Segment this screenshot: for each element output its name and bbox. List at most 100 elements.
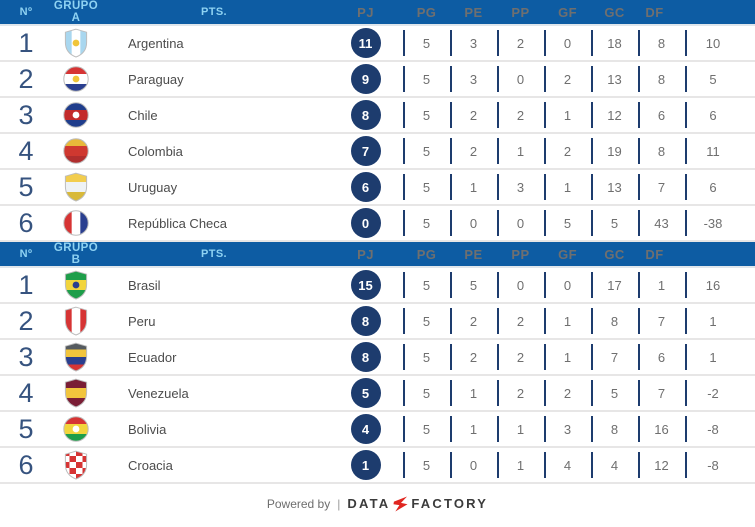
- stat-value: 5: [685, 72, 755, 87]
- points-badge: 8: [350, 306, 381, 336]
- group-section: Nº GRUPO B PTS. PJ PG PE PP GF GC DF 1 Brasil 15 5 5 0 0…: [0, 242, 755, 484]
- points-badge: 9: [350, 64, 381, 94]
- stat-value: 2: [544, 386, 591, 401]
- column-header-stat: PG: [416, 4, 437, 20]
- points-badge: 1: [350, 450, 381, 480]
- stat-value: 10: [685, 36, 755, 51]
- stat-value: 5: [403, 216, 450, 231]
- datafactory-logo-icon: [393, 496, 408, 511]
- peru-badge-icon: [52, 306, 100, 336]
- points-badge: 11: [350, 28, 381, 58]
- stat-value: 1: [544, 108, 591, 123]
- position-number: 3: [18, 99, 34, 130]
- stat-value: 8: [638, 72, 685, 87]
- team-row[interactable]: 1 Brasil 15 5 5 0 0 17 1 16: [0, 268, 755, 304]
- stat-value: 8: [591, 422, 638, 437]
- stat-value: 6: [685, 180, 755, 195]
- team-row[interactable]: 2 Peru 8 5 2 2 1 8 7 1: [0, 304, 755, 340]
- stat-value: 6: [638, 108, 685, 123]
- stat-value: 11: [685, 144, 755, 159]
- team-name: Peru: [128, 313, 156, 329]
- points-cell: 8: [328, 306, 403, 336]
- points-badge: 0: [350, 208, 381, 238]
- stat-value: 0: [544, 36, 591, 51]
- team-name: Uruguay: [128, 179, 178, 195]
- team-row[interactable]: 4 Venezuela 5 5 1 2 2 5 7 -2: [0, 376, 755, 412]
- brasil-badge-icon: [52, 270, 100, 300]
- stat-value: 2: [497, 350, 544, 365]
- stat-value: 4: [591, 458, 638, 473]
- stat-value: 2: [497, 386, 544, 401]
- stat-value: 8: [591, 314, 638, 329]
- stat-value: 19: [591, 144, 638, 159]
- stat-value: 5: [403, 144, 450, 159]
- stat-value: 5: [450, 278, 497, 293]
- stat-value: 7: [638, 314, 685, 329]
- team-name: Argentina: [128, 35, 184, 51]
- stat-value: 1: [685, 350, 755, 365]
- group-title: GRUPO A: [53, 0, 99, 24]
- column-header-stat: PE: [464, 4, 483, 20]
- stat-value: 2: [450, 314, 497, 329]
- stat-value: 0: [497, 278, 544, 293]
- team-name: Paraguay: [128, 71, 184, 87]
- stat-value: 3: [450, 36, 497, 51]
- stat-value: 18: [591, 36, 638, 51]
- team-row[interactable]: 3 Ecuador 8 5 2 2 1 7 6 1: [0, 340, 755, 376]
- republica-checa-badge-icon: [52, 208, 100, 238]
- chile-badge-icon: [52, 100, 100, 130]
- column-header-points: PTS.: [200, 6, 228, 18]
- stat-value: 3: [450, 72, 497, 87]
- points-badge: 8: [350, 342, 381, 372]
- team-row[interactable]: 4 Colombia 7 5 2 1 2 19 8 11: [0, 134, 755, 170]
- stat-value: 6: [685, 108, 755, 123]
- position-number: 4: [18, 135, 34, 166]
- stat-value: 0: [497, 72, 544, 87]
- stat-value: 1: [685, 314, 755, 329]
- points-cell: 11: [328, 28, 403, 58]
- points-badge: 8: [350, 100, 381, 130]
- stat-value: 5: [403, 386, 450, 401]
- stat-value: 5: [591, 386, 638, 401]
- stat-value: 2: [497, 108, 544, 123]
- team-row[interactable]: 2 Paraguay 9 5 3 0 2 13 8 5: [0, 62, 755, 98]
- stat-value: 1: [450, 386, 497, 401]
- column-header-stat: DF: [645, 246, 664, 262]
- position-number: 6: [18, 449, 34, 480]
- team-row[interactable]: 6 República Checa 0 5 0 0 5 5 43 -38: [0, 206, 755, 242]
- column-header-stat: DF: [645, 4, 664, 20]
- column-header-number: Nº: [19, 248, 33, 260]
- stat-value: 43: [638, 216, 685, 231]
- position-number: 2: [18, 63, 34, 94]
- team-name: Venezuela: [128, 385, 189, 401]
- brand-data-text: DATA: [347, 496, 391, 511]
- position-number: 3: [18, 341, 34, 372]
- stat-value: 0: [450, 216, 497, 231]
- column-header-stat: PJ: [357, 4, 374, 20]
- argentina-badge-icon: [52, 28, 100, 58]
- group-section: Nº GRUPO A PTS. PJ PG PE PP GF GC DF 1 Argentina 11 5…: [0, 0, 755, 242]
- team-name: Croacia: [128, 457, 173, 473]
- stat-value: 2: [450, 350, 497, 365]
- stat-value: 5: [544, 216, 591, 231]
- ecuador-badge-icon: [52, 342, 100, 372]
- stat-value: 5: [403, 108, 450, 123]
- datafactory-brand[interactable]: DATA FACTORY: [347, 496, 488, 512]
- column-header-stat: GF: [558, 4, 577, 20]
- team-row[interactable]: 5 Uruguay 6 5 1 3 1 13 7 6: [0, 170, 755, 206]
- position-number: 2: [18, 305, 34, 336]
- stat-value: 1: [450, 422, 497, 437]
- team-row[interactable]: 5 Bolivia 4 5 1 1 3 8 16 -8: [0, 412, 755, 448]
- team-row[interactable]: 1 Argentina 11 5 3 2 0 18 8 10: [0, 26, 755, 62]
- stat-value: 5: [403, 314, 450, 329]
- stat-value: 5: [403, 72, 450, 87]
- team-name: República Checa: [128, 215, 228, 231]
- team-row[interactable]: 6 Croacia 1 5 0 1 4 4 12 -8: [0, 448, 755, 484]
- stat-value: 7: [591, 350, 638, 365]
- stat-value: 0: [450, 458, 497, 473]
- stat-value: 1: [638, 278, 685, 293]
- points-badge: 6: [350, 172, 381, 202]
- points-badge: 5: [350, 378, 381, 408]
- team-name: Chile: [128, 107, 158, 123]
- team-row[interactable]: 3 Chile 8 5 2 2 1 12 6 6: [0, 98, 755, 134]
